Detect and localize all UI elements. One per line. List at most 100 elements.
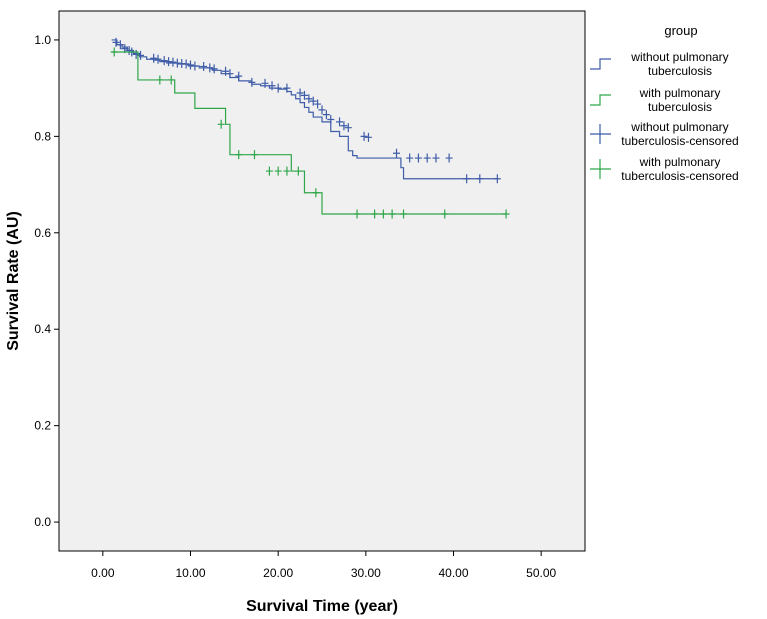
censor-mark — [309, 96, 317, 106]
legend-step-swatch — [590, 58, 611, 70]
legend-label: with pulmonary — [639, 86, 721, 100]
censor-mark — [406, 153, 414, 163]
censor-mark — [502, 209, 510, 219]
plot-area — [58, 10, 586, 552]
legend-title: group — [664, 23, 697, 38]
series-layer — [110, 37, 510, 219]
censor-mark — [222, 66, 230, 76]
survival-step-line — [111, 39, 498, 180]
x-axis: 0.00 10.00 20.00 30.00 40.00 50.00 — [91, 551, 557, 580]
censor-mark — [294, 166, 302, 176]
censor-mark — [187, 60, 194, 70]
x-tick-label: 50.00 — [526, 566, 556, 580]
censor-mark — [112, 37, 120, 47]
y-tick-label: 1.0 — [34, 33, 51, 47]
censor-mark — [400, 209, 408, 219]
censor-mark — [167, 75, 175, 85]
y-tick-label: 0.4 — [34, 322, 51, 336]
censor-mark — [344, 123, 352, 133]
censor-mark — [206, 63, 214, 73]
censor-mark — [322, 110, 330, 120]
legend-label: tuberculosis-censored — [621, 134, 738, 148]
censor-mark — [217, 119, 225, 129]
x-axis-title: Survival Time (year) — [246, 598, 398, 615]
censor-mark — [235, 150, 243, 160]
censor-mark — [296, 88, 304, 98]
censor-mark — [283, 83, 291, 93]
censor-mark — [200, 61, 208, 71]
censor-mark — [379, 209, 387, 219]
censor-mark — [300, 90, 308, 100]
x-tick-label: 40.00 — [438, 566, 468, 580]
censor-mark — [388, 209, 396, 219]
legend-label: tuberculosis — [648, 64, 712, 78]
legend-label: without pulmonary — [630, 120, 728, 134]
series-1 — [110, 47, 510, 219]
censor-mark — [235, 71, 243, 81]
y-axis: 0.0 0.2 0.4 0.6 0.8 1.0 — [34, 33, 59, 529]
legend-label: tuberculosis — [648, 100, 712, 114]
x-tick-label: 10.00 — [175, 566, 205, 580]
censor-mark — [340, 121, 348, 131]
legend-censor-swatch — [590, 124, 611, 144]
censor-mark — [327, 114, 335, 124]
censor-mark — [169, 57, 177, 67]
x-tick-label: 0.00 — [91, 566, 115, 580]
censor-mark — [116, 40, 124, 50]
censor-mark — [364, 132, 372, 142]
legend-label: without pulmonary — [630, 50, 728, 64]
censor-mark — [261, 78, 269, 88]
censor-mark — [318, 105, 326, 115]
censor-mark — [371, 209, 379, 219]
censor-mark — [191, 61, 199, 71]
legend-label: with pulmonary — [639, 155, 721, 169]
censor-mark — [160, 56, 168, 66]
censor-mark — [268, 81, 276, 91]
censor-mark — [283, 166, 291, 176]
censor-mark — [463, 174, 471, 184]
censor-mark — [248, 77, 256, 87]
censor-mark — [493, 174, 501, 184]
censor-mark — [336, 117, 344, 127]
censor-mark — [353, 209, 361, 219]
y-tick-label: 0.8 — [34, 129, 51, 143]
x-tick-label: 20.00 — [263, 566, 293, 580]
x-tick-label: 30.00 — [351, 566, 381, 580]
legend: group without pulmonarytuberculosiswith … — [590, 23, 739, 183]
y-tick-label: 0.0 — [34, 515, 51, 529]
censor-mark — [305, 94, 313, 104]
censor-mark — [441, 209, 449, 219]
censor-mark — [314, 99, 322, 109]
censor-mark — [210, 64, 218, 74]
legend-step-swatch — [590, 94, 611, 106]
censor-mark — [110, 47, 118, 57]
y-tick-label: 0.6 — [34, 226, 51, 240]
y-axis-title: Survival Rate (AU) — [5, 211, 22, 351]
censor-mark — [423, 153, 431, 163]
censor-mark — [156, 75, 164, 85]
censor-mark — [476, 174, 484, 184]
censor-mark — [445, 153, 453, 163]
censor-mark — [154, 54, 162, 64]
censor-mark — [360, 131, 368, 141]
legend-label: tuberculosis-censored — [621, 169, 738, 183]
censor-mark — [414, 153, 422, 163]
censor-mark — [432, 153, 440, 163]
censor-mark — [274, 166, 282, 176]
censor-mark — [393, 148, 401, 158]
censor-mark — [226, 69, 234, 79]
censor-mark — [265, 166, 273, 176]
censor-mark — [274, 83, 282, 93]
y-tick-label: 0.2 — [34, 419, 51, 433]
censor-mark — [312, 188, 320, 198]
series-0 — [111, 37, 501, 184]
censor-mark — [150, 53, 158, 63]
legend-censor-swatch — [590, 159, 611, 179]
censor-mark — [250, 150, 258, 160]
censor-mark — [182, 59, 190, 69]
